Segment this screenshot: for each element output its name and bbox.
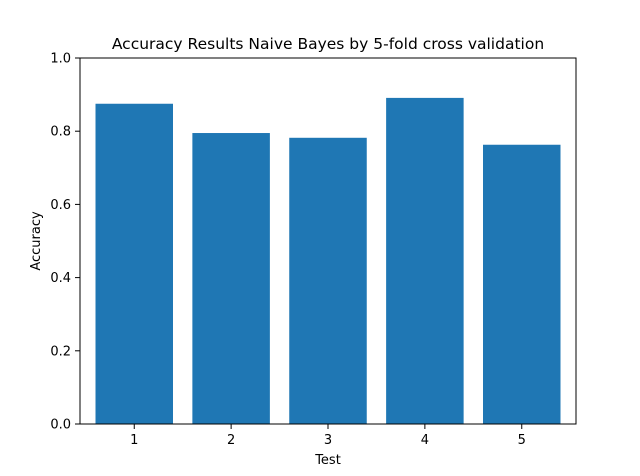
y-tick-label: 0.0 [50,418,71,433]
y-tick-label: 0.2 [50,344,71,359]
bar-test-5 [483,144,561,424]
x-tick-label: 5 [518,433,526,448]
y-tick-label: 1.0 [50,52,71,67]
y-tick-label: 0.4 [50,271,71,286]
x-tick-label: 3 [324,433,332,448]
x-tick-label: 2 [227,433,235,448]
bar-test-4 [386,97,464,425]
y-tick-label: 0.6 [50,198,71,213]
x-axis-label: Test [314,453,341,468]
y-axis: 0.0 0.2 0.4 0.6 0.8 1.0 [50,52,80,433]
chart-title: Accuracy Results Naive Bayes by 5-fold c… [112,35,544,53]
bars-group [95,97,561,425]
x-tick-label: 4 [421,433,429,448]
bar-test-1 [95,103,173,424]
y-axis-label: Accuracy [29,211,44,271]
x-tick-label: 1 [130,433,138,448]
x-axis: 1 2 3 4 5 [130,424,526,448]
y-tick-label: 0.8 [50,125,71,140]
bar-test-2 [192,133,270,424]
bar-test-3 [289,137,367,424]
